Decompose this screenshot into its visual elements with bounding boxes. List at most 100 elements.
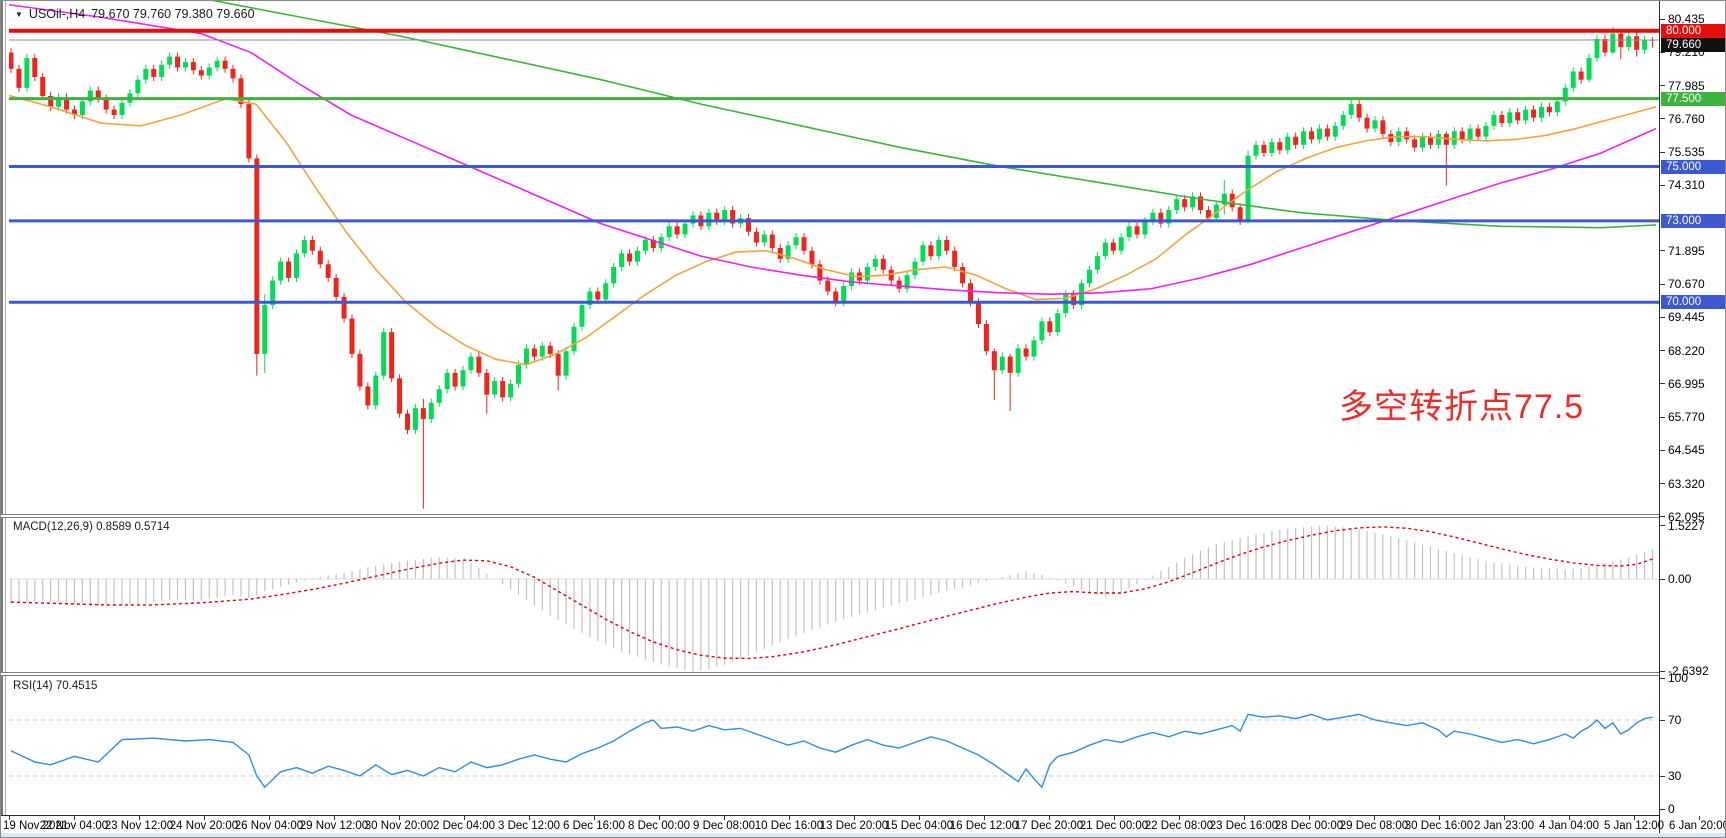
candle-body (254, 158, 260, 354)
candle-body (71, 109, 77, 115)
time-tick-label: 17 Dec 20:00 (1014, 820, 1084, 832)
candle-body (325, 264, 331, 278)
candle-body (309, 239, 315, 251)
candle-body (484, 372, 490, 395)
time-tick-mark (399, 816, 400, 820)
candle-body (1594, 38, 1600, 58)
candle-body (79, 101, 85, 115)
price-tick-mark (1660, 51, 1665, 53)
candle-body (87, 90, 93, 102)
time-tick-mark (789, 816, 790, 820)
candle-body (420, 408, 426, 420)
candle-body (1356, 104, 1362, 118)
candle-body (238, 78, 244, 105)
rsi-panel[interactable] (9, 676, 1659, 815)
price-axis[interactable]: 80.435 79.210 77.985 76.760 75.535 74.310 71.8… (1659, 1, 1725, 837)
candle-body (516, 364, 522, 384)
candle-body (1546, 106, 1552, 113)
time-tick-label: 5 Jan 12:00 (1603, 820, 1665, 832)
candle-body (1435, 133, 1441, 145)
candle-body (1071, 294, 1077, 306)
candle-body (745, 218, 751, 232)
candle-body (1586, 57, 1592, 80)
rsi-tick-label: 70 (1668, 713, 1682, 727)
price-tick-mark (1660, 350, 1665, 352)
candle-body (48, 95, 54, 107)
candle-body (341, 296, 347, 319)
candle-body (1031, 340, 1037, 357)
candle-body (270, 280, 276, 306)
time-tick-label: 10 Dec 16:00 (754, 820, 824, 832)
price-tick-mark (1660, 416, 1665, 418)
candle-body (333, 277, 339, 297)
price-tick-mark (1660, 250, 1665, 252)
candle-body (1047, 321, 1053, 333)
candle-body (1198, 196, 1203, 211)
time-tick-mark (1049, 816, 1050, 820)
candle-body (151, 68, 157, 77)
macd-tick-label: 0.00 (1668, 572, 1692, 586)
price-badge-77.500: 77.500 (1661, 91, 1725, 106)
candle-body (1451, 131, 1457, 145)
time-tick-mark (594, 816, 595, 820)
candle-body (634, 250, 640, 262)
candle-body (1158, 212, 1164, 224)
macd-tick-label: 1.5227 (1668, 518, 1705, 533)
candle-body (1538, 106, 1544, 118)
annotation-text[interactable]: 多空转折点77.5 (1339, 388, 1585, 426)
time-tick-mark (1114, 816, 1115, 820)
candle-body (1372, 120, 1378, 129)
candle-body (222, 60, 228, 69)
time-tick-mark (464, 816, 465, 820)
time-tick-label: 19 Nov 2021 (3, 820, 69, 832)
time-tick-mark (529, 816, 530, 820)
candle-body (1475, 128, 1481, 137)
candle-body (912, 261, 918, 276)
price-tick-label: 77.985 (1668, 78, 1705, 93)
time-tick-label: 29 Dec 08:00 (1339, 820, 1409, 832)
panel-separator-macd[interactable] (1, 514, 1659, 518)
candle-body (206, 67, 212, 76)
rsi-line (10, 713, 1653, 789)
candle-body (1190, 196, 1196, 208)
candle-body (1142, 220, 1148, 235)
candle-body (603, 283, 609, 300)
candle-body (1150, 212, 1156, 221)
candle-body (1205, 210, 1211, 219)
candle-body (777, 248, 783, 259)
time-tick-label: 15 Dec 04:00 (884, 820, 954, 832)
candle-body (119, 102, 125, 115)
macd-panel[interactable] (9, 518, 1659, 672)
candle-body (539, 345, 545, 357)
candle-body (864, 267, 870, 281)
time-axis[interactable]: 19 Nov 2021 22 Nov 04:00 23 Nov 12:00 24 No… (1, 815, 1725, 837)
price-tick-mark (1660, 18, 1665, 20)
time-tick-label: 28 Dec 00:00 (1274, 820, 1344, 832)
candle-body (159, 64, 165, 77)
candle-body (492, 381, 498, 395)
candle-body (135, 79, 141, 94)
candle-body (460, 370, 466, 387)
symbol-dropdown-icon[interactable]: ▼ (15, 9, 23, 19)
price-badge-70.000: 70.000 (1661, 295, 1725, 310)
time-tick-label: 24 Nov 20:00 (169, 820, 239, 832)
time-tick-label: 23 Nov 12:00 (104, 820, 174, 832)
candle-body (436, 389, 442, 403)
candle-body (1531, 109, 1537, 118)
time-tick-mark (919, 816, 920, 820)
time-tick-label: 22 Nov 04:00 (39, 820, 109, 832)
candle-body (468, 356, 474, 371)
candle-body (1269, 142, 1275, 153)
price-tick-label: 75.535 (1668, 145, 1705, 160)
candle-body (175, 56, 181, 68)
candle-body (849, 272, 855, 287)
panel-separator-rsi[interactable] (1, 672, 1659, 676)
price-tick-label: 62.095 (1668, 509, 1705, 524)
candle-body (1642, 39, 1648, 50)
candle-body (1102, 242, 1108, 257)
main-price-chart[interactable] (9, 1, 1659, 514)
candle-body (1253, 144, 1259, 156)
candle-body (1182, 199, 1188, 208)
candle-body (888, 269, 894, 281)
